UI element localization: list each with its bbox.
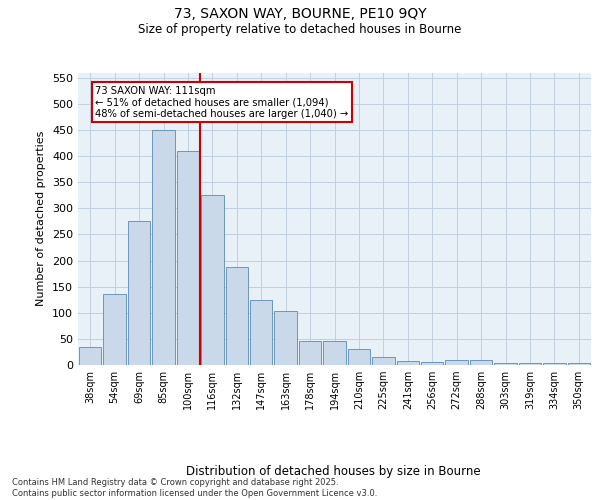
Bar — [323, 342, 346, 365]
Bar — [152, 130, 175, 365]
Bar — [226, 267, 248, 365]
Bar — [494, 363, 517, 365]
Bar — [397, 361, 419, 365]
Bar — [347, 350, 370, 365]
Bar — [128, 222, 151, 365]
Bar — [176, 151, 199, 365]
Bar — [568, 364, 590, 365]
Bar — [421, 362, 443, 365]
Text: 73, SAXON WAY, BOURNE, PE10 9QY: 73, SAXON WAY, BOURNE, PE10 9QY — [173, 8, 427, 22]
Bar — [103, 294, 126, 365]
Bar — [543, 363, 566, 365]
Text: Distribution of detached houses by size in Bourne: Distribution of detached houses by size … — [185, 464, 481, 477]
Bar — [201, 195, 224, 365]
Bar — [250, 300, 272, 365]
Bar — [274, 311, 297, 365]
Bar — [470, 360, 493, 365]
Bar — [445, 360, 468, 365]
Bar — [79, 346, 101, 365]
Text: Contains HM Land Registry data © Crown copyright and database right 2025.
Contai: Contains HM Land Registry data © Crown c… — [12, 478, 377, 498]
Text: Size of property relative to detached houses in Bourne: Size of property relative to detached ho… — [139, 22, 461, 36]
Bar — [372, 357, 395, 365]
Bar — [518, 364, 541, 365]
Bar — [299, 341, 322, 365]
Text: 73 SAXON WAY: 111sqm
← 51% of detached houses are smaller (1,094)
48% of semi-de: 73 SAXON WAY: 111sqm ← 51% of detached h… — [95, 86, 349, 119]
Y-axis label: Number of detached properties: Number of detached properties — [37, 131, 46, 306]
